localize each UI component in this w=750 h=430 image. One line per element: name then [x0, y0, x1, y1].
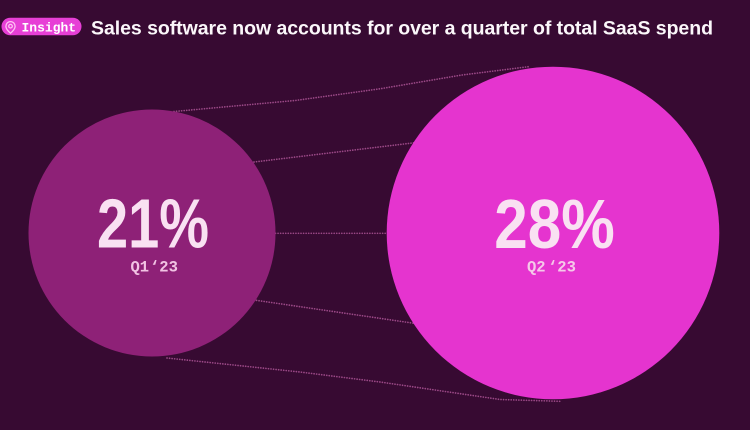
svg-text:‘23: ‘23: [548, 258, 576, 276]
svg-text:28%: 28%: [494, 185, 614, 263]
svg-text:Q1: Q1: [131, 258, 150, 276]
svg-text:Sales software now accounts fo: Sales software now accounts for over a q…: [91, 18, 713, 40]
svg-text:Q2: Q2: [527, 258, 546, 276]
svg-text:‘23: ‘23: [150, 258, 178, 276]
svg-text:21%: 21%: [97, 186, 209, 263]
svg-text:Insight: Insight: [22, 20, 77, 35]
